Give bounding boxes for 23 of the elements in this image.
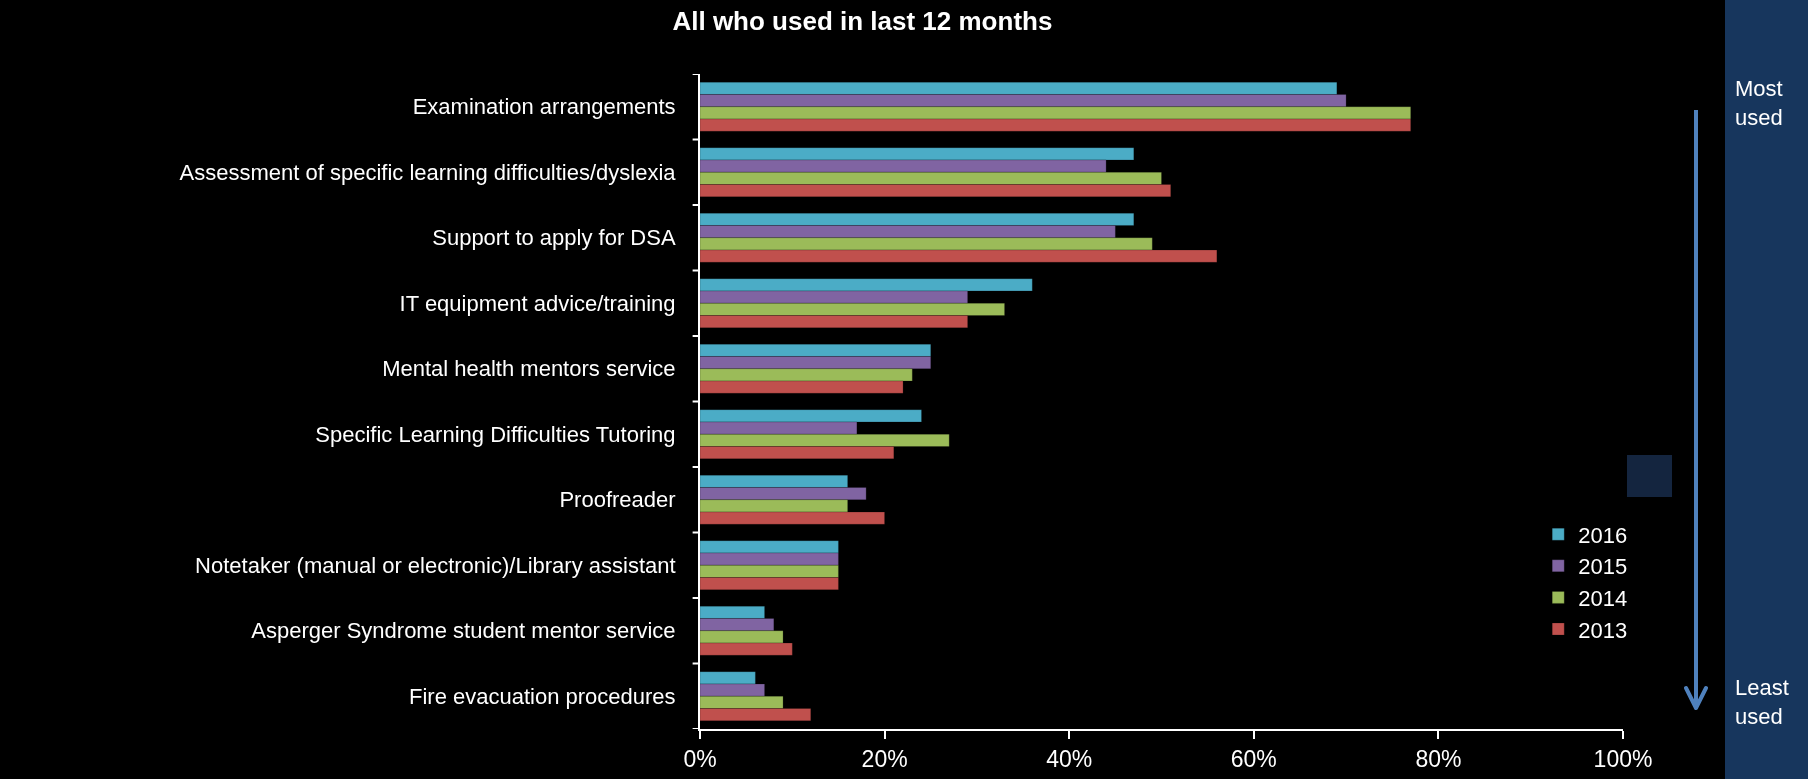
x-tick-label: 40% [1046, 745, 1093, 772]
x-tick-label: 0% [683, 745, 717, 772]
y-tick-label: Fire evacuation procedures [409, 683, 676, 709]
y-tick-label: Examination arrangements [412, 94, 676, 120]
y-tick-label: Support to apply for DSA [432, 225, 676, 251]
legend-label: 2013 [1578, 617, 1628, 643]
y-tick-label: Notetaker (manual or electronic)/Library assistant [195, 552, 676, 578]
x-tick-label: 60% [1230, 745, 1277, 772]
x-tick-label: 20% [861, 745, 908, 772]
chart-title: All who used in last 12 months [672, 5, 1053, 36]
y-tick-label: Asperger Syndrome student mentor service [251, 618, 676, 644]
legend-label: 2015 [1578, 554, 1628, 580]
y-tick-label: Assessment of specific learning difficulties/dyslexia [179, 159, 677, 185]
y-tick-label: Mental health mentors service [382, 356, 676, 382]
x-tick-label: 80% [1415, 745, 1462, 772]
text: Most used [1735, 76, 1783, 130]
legend-label: 2014 [1578, 585, 1628, 611]
y-tick-label: Specific Learning Difficulties Tutoring [315, 421, 676, 447]
y-tick-label: Proofreader [559, 487, 676, 513]
legend-label: 2016 [1578, 522, 1628, 548]
y-tick-label: IT equipment advice/training [399, 290, 676, 316]
text: Least used [1735, 675, 1789, 729]
x-tick-label: 100% [1593, 745, 1653, 772]
